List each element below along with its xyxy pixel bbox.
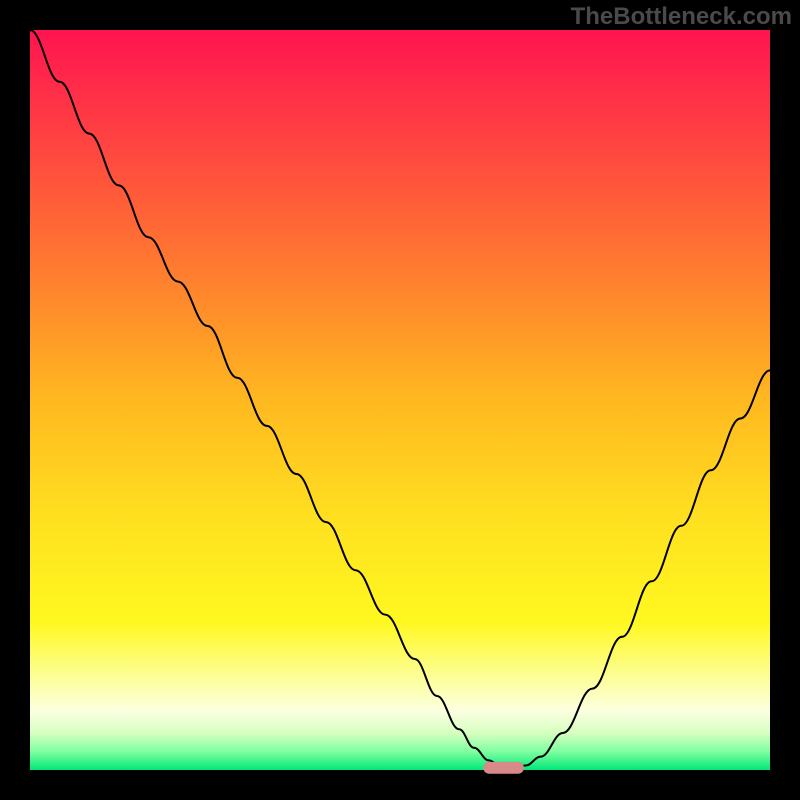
bottleneck-chart — [0, 0, 800, 800]
watermark-text: TheBottleneck.com — [571, 3, 792, 31]
plot-background — [30, 30, 770, 770]
chart-container: TheBottleneck.com — [0, 0, 800, 800]
optimal-marker — [483, 762, 524, 774]
